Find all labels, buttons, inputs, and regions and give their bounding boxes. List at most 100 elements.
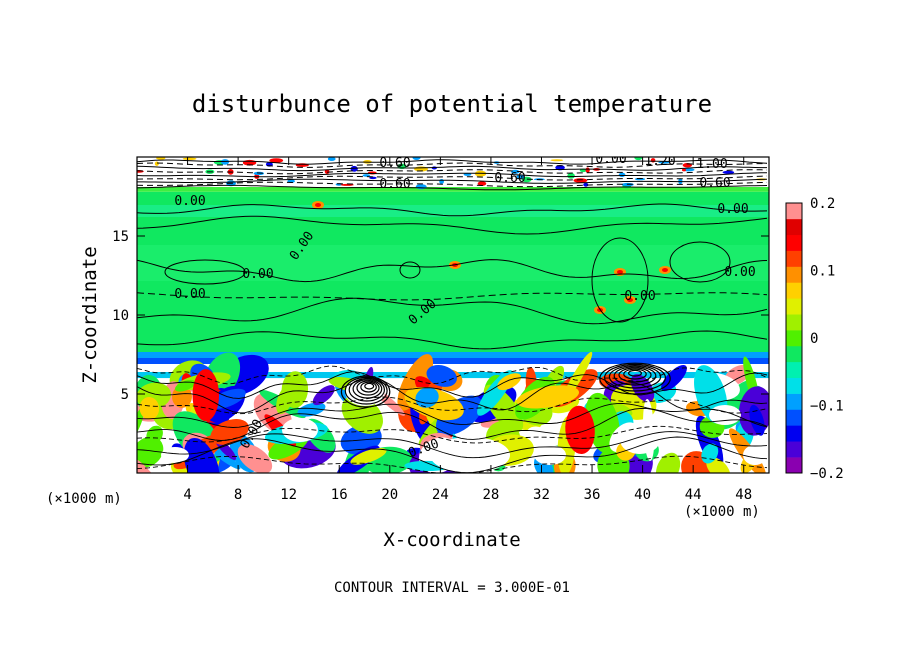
field-anomaly-blob [327, 157, 336, 162]
contour-line [137, 162, 768, 168]
contour-label: 0.00 [242, 267, 273, 282]
contour-line [608, 364, 662, 389]
chart-title: disturbunce of potential temperature [192, 90, 712, 118]
field-anomaly-blob [315, 203, 321, 207]
field-anomaly-blob [655, 452, 681, 473]
colorbar-frame [785, 202, 803, 474]
field-anomaly-blob [634, 157, 643, 161]
y-axis-title: Z-coordinate [79, 246, 101, 383]
colorbar-swatch [786, 298, 802, 315]
x-tick-label: 24 [432, 487, 449, 503]
field-anomaly-blob [722, 170, 735, 174]
field-anomaly-blob [154, 161, 159, 166]
contour-line [137, 292, 768, 301]
colorbar-swatch [786, 345, 802, 363]
contour-line [137, 297, 768, 325]
field-anomaly-blob [573, 178, 588, 183]
field-anomaly-blob [511, 169, 520, 174]
contour-line [352, 379, 383, 399]
contour-line [137, 169, 768, 175]
contour-line [599, 362, 671, 395]
field-region-boundary [137, 352, 769, 358]
contour-line [618, 367, 652, 383]
x-tick-label: 16 [331, 487, 348, 503]
contour-line [137, 403, 768, 428]
field-anomaly-blob [497, 373, 522, 391]
colorbar-swatch [786, 314, 802, 331]
colorbar-swatch [786, 409, 802, 426]
x-tick-label: 20 [381, 487, 398, 503]
x-tick-label: 44 [685, 487, 702, 503]
colorbar-swatch [786, 441, 802, 458]
field-eddy [430, 437, 510, 473]
y-tick-label: 5 [121, 387, 129, 403]
field-eddy [743, 445, 767, 465]
contour-line [360, 381, 377, 393]
x-tick-label: 48 [735, 487, 752, 503]
colorbar-ticks: 0.2 0.1 0 −0.1 −0.2 [810, 196, 844, 482]
x-tick-label: 32 [533, 487, 550, 503]
contour-line [137, 396, 768, 415]
contour-line [137, 371, 768, 399]
field-anomaly-blob [550, 159, 564, 162]
contour-label: 0.00 [595, 152, 626, 167]
field-anomaly-blob [681, 168, 687, 172]
field-anomaly-blob [749, 404, 765, 436]
x-tick-label: 12 [280, 487, 297, 503]
contour-line [137, 455, 768, 473]
contour-line [137, 165, 767, 172]
colorbar-tick-label: −0.1 [810, 399, 844, 415]
field-anomaly-blob [477, 181, 487, 186]
colorbar-swatch [786, 330, 802, 347]
field-anomaly-blob [662, 268, 668, 272]
contour-line [356, 380, 380, 396]
contour-label: 0.00 [624, 289, 655, 304]
contour-line [399, 261, 421, 279]
x-tick-label: 40 [634, 487, 651, 503]
field-anomaly-blob [281, 371, 309, 408]
contour-line [137, 172, 768, 178]
x-axis-title: X-coordinate [383, 529, 520, 551]
contour-line [137, 175, 768, 181]
field-anomaly-blob [350, 447, 387, 465]
field-anomaly-blob [555, 165, 565, 171]
contour-line [137, 184, 768, 191]
field-region-boundary [137, 358, 769, 364]
colorbar-swatch [786, 266, 802, 283]
field-eddy [709, 405, 741, 425]
contour-line [348, 377, 385, 402]
contour-label: 0.60 [379, 177, 410, 192]
field-region-stripe [137, 205, 769, 217]
contour-line [627, 369, 642, 377]
field-anomaly-blob [137, 436, 164, 468]
colorbar-swatch [786, 203, 802, 220]
field-eddy [282, 418, 318, 442]
field-anomaly-blob [567, 172, 575, 179]
field-anomaly-blob [521, 176, 532, 183]
contour-line [164, 259, 246, 285]
y-tick-label: 15 [112, 229, 129, 245]
colorbar-swatch [786, 218, 802, 236]
field-anomaly-blob [237, 444, 273, 473]
x-tick-label: 4 [183, 487, 191, 503]
colorbar-swatch [786, 234, 802, 251]
field-anomaly-blob [183, 437, 220, 473]
field-anomaly-blob [324, 169, 330, 174]
y-tick-label: 10 [112, 308, 129, 324]
field-anomaly-blob [412, 157, 421, 160]
colorbar-swatch [786, 361, 802, 379]
colorbar-swatch [786, 393, 802, 410]
field-anomaly-blob [706, 457, 731, 473]
contour-line [137, 436, 768, 473]
y-axis-ticks: 5 10 15 [112, 229, 769, 403]
contour-lines [137, 159, 768, 473]
field-anomaly-blob [516, 385, 579, 409]
x-tick-label: 36 [584, 487, 601, 503]
field-eddy [620, 426, 660, 454]
field-anomaly-blob [192, 369, 220, 422]
contour-line [669, 241, 731, 283]
x-axis-units-label: (×1000 m) [684, 504, 760, 520]
field-anomaly-blob [297, 402, 326, 417]
field-anomaly-blob [156, 157, 166, 160]
